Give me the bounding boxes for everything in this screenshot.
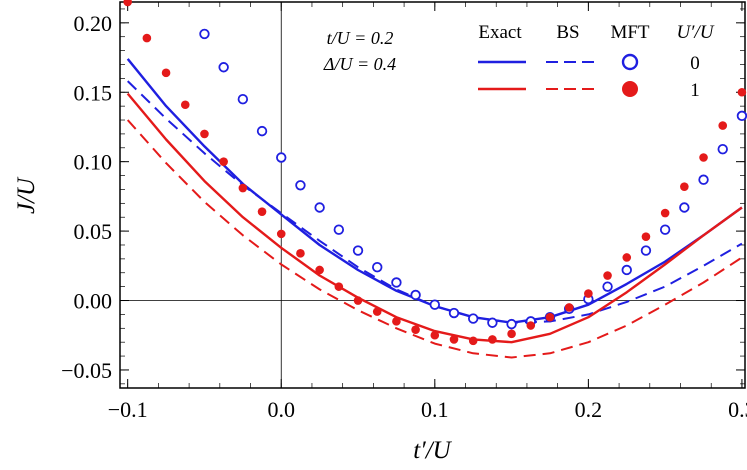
series-mft-u1-point (718, 121, 728, 130)
series-markers (123, 0, 747, 346)
series-lines (126, 58, 743, 359)
series-mft-u0-point (218, 62, 229, 73)
legend-header-exact: Exact (478, 22, 522, 43)
y-tick-label: 0.05 (74, 219, 113, 244)
series-mft-u1-point (737, 87, 747, 97)
series-mft-u0-point (391, 277, 402, 288)
legend-header-uprime: U′/U (677, 22, 715, 43)
series-mft-u1-point (584, 289, 593, 298)
series-mft-u0-point (410, 289, 421, 301)
series-mft-u0-point (467, 313, 479, 324)
axis-ticks (120, 2, 745, 388)
series-mft-u0-point (736, 110, 747, 122)
series-mft-u1-point (200, 129, 209, 139)
series-mft-u1-point (468, 336, 478, 346)
x-tick-label: 0.3 (728, 397, 747, 422)
series-mft-u1-point (372, 307, 382, 316)
series-mft-u0-point (640, 245, 652, 256)
series-mft-u1-point (430, 330, 440, 340)
series-mft-u1-point (257, 207, 267, 216)
series-mft-u0-point (698, 174, 709, 185)
series-mft-u1-point (507, 329, 516, 339)
series-mft-u0-point (295, 180, 306, 191)
series-mft-u0-point (448, 307, 460, 319)
legend-open-circle (621, 53, 639, 71)
series-mft-u0-point (487, 317, 498, 328)
series-mft-u0-point (199, 28, 210, 40)
series-mft-u0-point (659, 224, 671, 235)
series-mft-u0-point (237, 93, 249, 105)
series-mft-u1-point (392, 317, 401, 326)
series-mft-u1-point (622, 253, 632, 262)
series-mft-u1-point (142, 33, 152, 43)
series-mft-u0-point (372, 262, 383, 273)
series-mft-u0-point (256, 125, 268, 137)
plot-frame (119, 1, 746, 389)
x-tick-label: −0.1 (108, 397, 148, 422)
x-tick-label: 0.1 (421, 397, 449, 422)
legend: Exact BS MFT U′/U 0 1 (478, 22, 715, 101)
series-mft-u1-point (238, 183, 248, 193)
x-tick-labels: −0.1 0.0 0.1 0.2 0.3 (108, 397, 747, 422)
series-mft-u1-point (276, 229, 286, 239)
series-mft-u1-point (641, 232, 651, 241)
y-tick-label: 0.20 (74, 11, 113, 36)
series-mft-u1-point (680, 182, 689, 191)
series-exact-u0-line (126, 58, 743, 324)
param-delta: Δ/U = 0.4 (323, 54, 396, 74)
series-mft-u0-point (429, 299, 441, 310)
series-mft-u0-point (352, 245, 364, 256)
series-mft-u0-point (314, 202, 325, 213)
series-mft-u1-point (353, 296, 363, 305)
legend-header-bs: BS (556, 22, 579, 43)
legend-filled-circle (622, 81, 638, 97)
y-tick-label: 0.00 (74, 289, 113, 314)
series-mft-u0-point (602, 281, 613, 292)
legend-value-0: 0 (690, 53, 700, 74)
series-mft-u1-point (411, 325, 420, 334)
series-mft-u1-point (545, 312, 555, 322)
series-mft-u0-point (506, 318, 517, 330)
y-axis-title: J/U (13, 176, 40, 214)
y-tick-label: 0.15 (74, 80, 113, 105)
series-mft-u1-point (660, 208, 670, 218)
y-tick-label: −0.05 (61, 358, 112, 383)
x-axis-title: t′/U (413, 437, 452, 464)
legend-header-mft: MFT (610, 22, 649, 43)
series-mft-u1-point (161, 68, 171, 78)
series-mft-u0-point (679, 202, 690, 213)
series-mft-u0-point (717, 143, 728, 155)
series-bs-u1-line (126, 119, 743, 359)
series-bs-u0-line (127, 80, 743, 324)
y-tick-labels: −0.05 0.00 0.05 0.10 0.15 0.20 (61, 11, 112, 383)
series-mft-u1-point (334, 282, 344, 291)
series-mft-u1-point (526, 321, 536, 330)
series-mft-u1-point (296, 249, 305, 258)
x-tick-label: 0.2 (575, 397, 603, 422)
series-mft-u1-point (123, 0, 132, 7)
series-mft-u0-point (333, 224, 345, 235)
series-mft-u1-point (219, 157, 228, 166)
series-mft-u1-point (564, 303, 574, 312)
series-mft-u1-point (699, 153, 708, 162)
series-mft-u1-point (315, 265, 324, 275)
series-mft-u1-point (449, 335, 459, 344)
series-mft-u0-point (276, 152, 287, 163)
series-mft-u1-point (603, 271, 612, 280)
legend-value-1: 1 (690, 80, 700, 101)
x-tick-label: 0.0 (267, 397, 295, 422)
series-mft-u1-point (488, 335, 497, 344)
param-t: t/U = 0.2 (327, 28, 394, 48)
series-mft-u1-point (180, 100, 190, 110)
y-tick-label: 0.10 (74, 150, 113, 175)
series-mft-u0-point (621, 264, 632, 276)
